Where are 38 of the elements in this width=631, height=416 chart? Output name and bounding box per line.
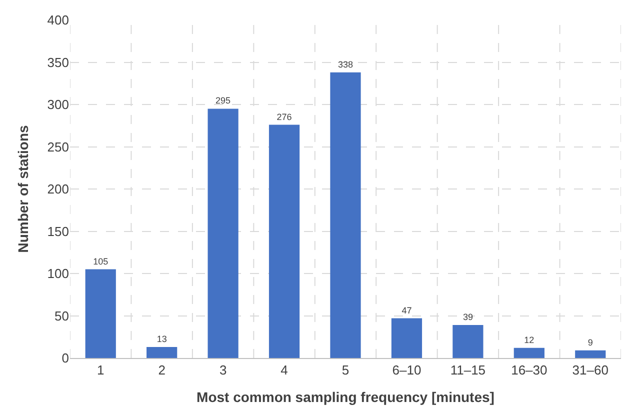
bar xyxy=(330,72,361,358)
data-label: 295 xyxy=(216,96,231,106)
bar xyxy=(452,325,484,358)
y-tick-label: 300 xyxy=(47,97,69,112)
y-tick-label: 250 xyxy=(47,139,69,154)
x-tick-label: 2 xyxy=(158,362,166,378)
y-axis-title: Number of stations xyxy=(14,125,31,253)
x-axis-title: Most common sampling frequency [minutes] xyxy=(196,388,494,405)
y-tick-label: 50 xyxy=(54,308,69,324)
bar xyxy=(391,318,422,358)
y-tick-label: 150 xyxy=(47,224,69,239)
data-label: 13 xyxy=(156,334,167,344)
x-tick-label: 3 xyxy=(219,362,227,378)
x-tick-label: 1 xyxy=(96,362,104,378)
x-tick-label: 11–15 xyxy=(450,362,486,378)
x-tick-label: 6–10 xyxy=(392,362,422,378)
y-tick-label: 200 xyxy=(47,182,69,197)
y-tick-label: 350 xyxy=(47,54,69,70)
bar xyxy=(85,269,116,358)
x-tick-label: 5 xyxy=(342,362,350,378)
bar xyxy=(146,347,178,358)
data-label: 39 xyxy=(462,312,473,322)
bar xyxy=(208,108,238,358)
x-tick-label: 16–30 xyxy=(511,362,548,378)
bar xyxy=(575,350,606,358)
x-tick-label: 31–60 xyxy=(572,362,608,378)
data-label: 276 xyxy=(276,112,292,122)
x-tick-label: 4 xyxy=(280,362,288,378)
y-tick-label: 400 xyxy=(47,12,69,28)
bar xyxy=(268,124,300,358)
data-label: 47 xyxy=(402,305,412,316)
y-tick-label: 100 xyxy=(47,266,69,282)
data-label: 12 xyxy=(524,334,534,345)
data-label: 105 xyxy=(93,256,108,266)
data-label: 338 xyxy=(338,59,354,70)
y-tick-label: 0 xyxy=(62,350,69,366)
bar xyxy=(514,348,544,358)
data-label: 9 xyxy=(588,337,593,348)
